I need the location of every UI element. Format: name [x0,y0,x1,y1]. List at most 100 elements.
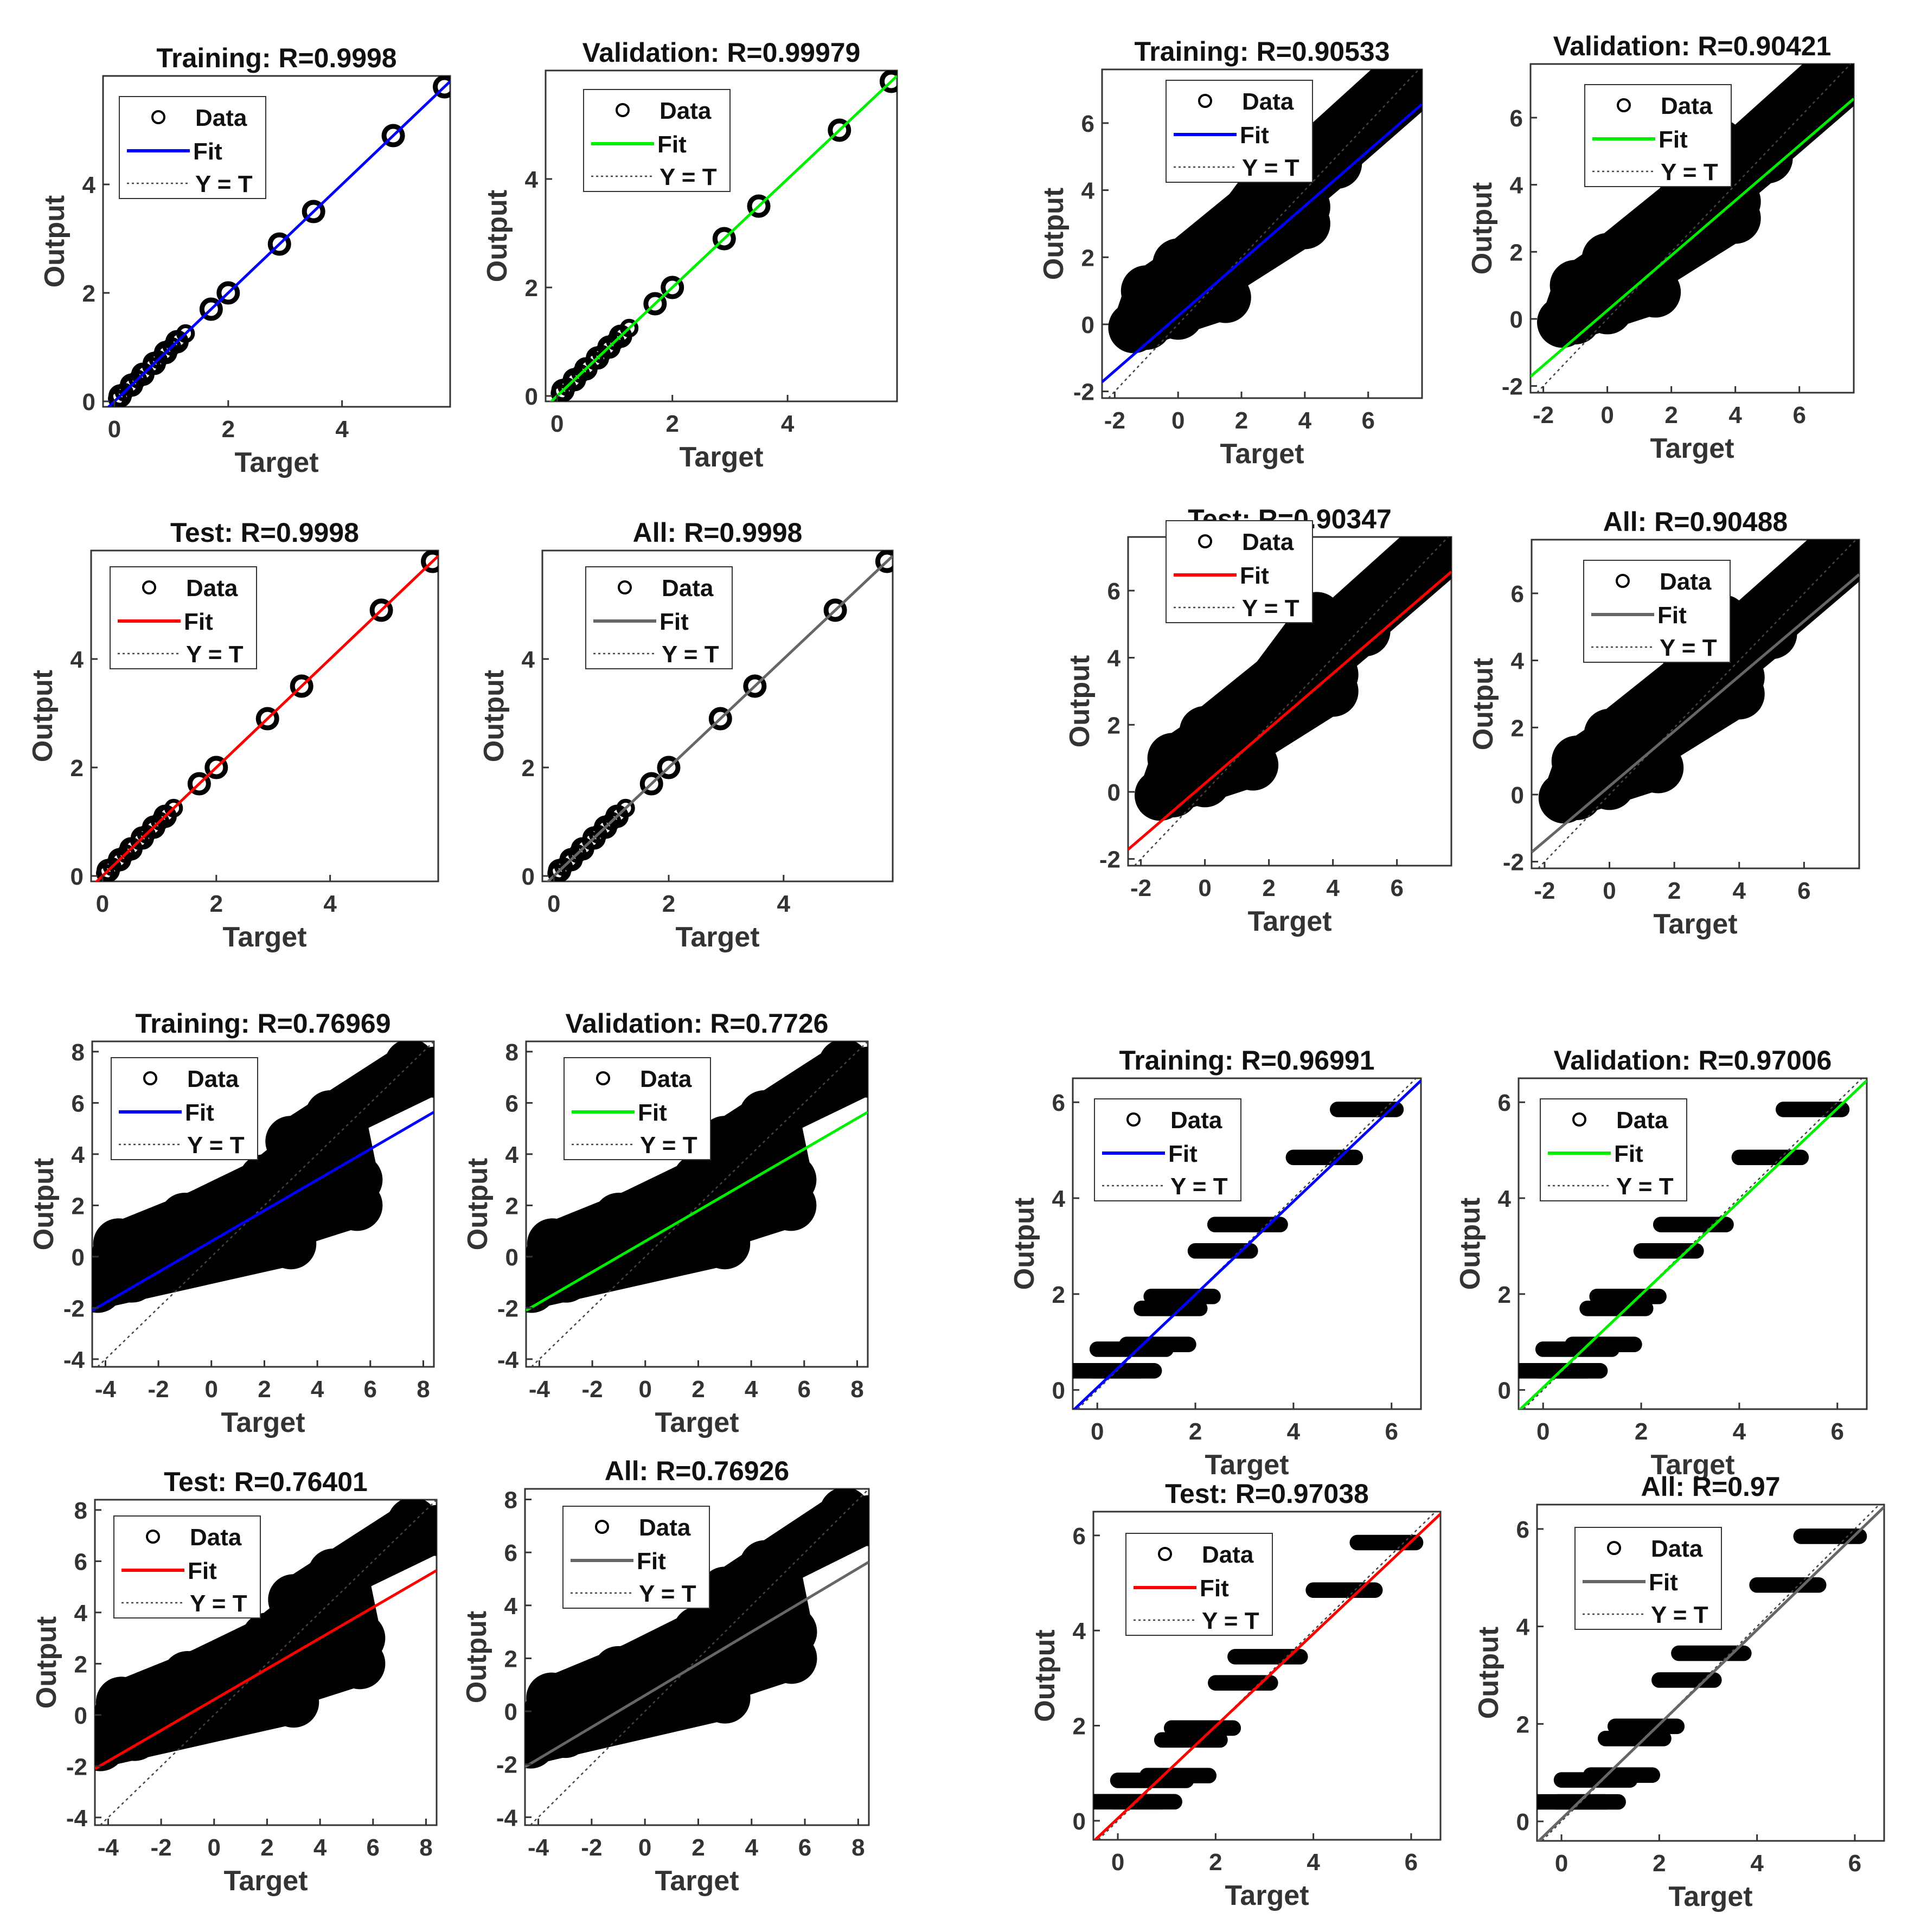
data-point [673,1606,724,1658]
legend-label-data: Data [1202,1541,1254,1568]
y-tick-label: 0 [522,863,535,890]
plot-contents [94,551,438,881]
y-tick-label: -2 [63,1295,85,1322]
y-tick-label: 2 [1073,1713,1086,1740]
regression-plot-g2-validation: -2 0 2 4 6 -2 0 2 4 6 Validation: R=0.90421 Target O… [1467,31,1855,464]
y-tick-label: 6 [72,1090,85,1117]
y-tick-label: 0 [525,383,538,410]
y-tick-label: 2 [1052,1282,1065,1308]
data-point [843,1495,869,1546]
legend-data-marker [595,1520,609,1534]
fit-line [1073,1079,1421,1409]
data-point [381,124,405,148]
y-tick-label: 4 [1107,645,1121,672]
identity-line [1134,537,1449,866]
data-point [162,1650,213,1702]
x-tick-label: 0 [547,891,560,917]
y-tick-label: 8 [505,1039,518,1066]
y-tick-label: 2 [1511,715,1524,741]
data-point [619,318,639,338]
plot-title: Test: R=0.9998 [170,517,359,548]
x-tick-label: 6 [364,1376,377,1403]
data-point [159,1192,210,1244]
y-tick-label: 0 [82,389,95,415]
regression-plot-g4-test: 0 2 4 6 0 2 4 6 Test: R=0.97038 Target Output Data F… [1029,1479,1442,1911]
legend-label-fit: Fit [188,1558,217,1584]
data-point [766,1606,817,1658]
fit-line [1531,98,1854,378]
legend-box [1125,1533,1273,1636]
legend-label-data: Data [186,575,238,602]
data-point [164,798,183,818]
x-tick-label: 4 [1733,1418,1746,1445]
identity-line [529,1489,869,1825]
x-tick-label: 6 [1792,402,1805,428]
plot-title: Validation: R=0.99979 [582,37,861,68]
data-point [643,292,667,316]
y-tick-label: 2 [525,275,538,302]
x-tick-label: 8 [851,1834,865,1861]
y-tick-label: -4 [497,1347,519,1373]
x-tick-label: 0 [550,411,564,437]
x-tick-label: 8 [417,1376,430,1403]
x-tick-label: -2 [151,1834,172,1861]
legend-box [1166,80,1313,183]
identity-line [99,1500,437,1825]
fit-line [95,1569,437,1770]
legend: Data Fit Y = T [1540,1098,1687,1201]
y-tick-label: 4 [71,647,84,673]
y-axis-label: Output [28,1158,60,1250]
x-tick-label: 0 [1091,1418,1104,1445]
x-tick-label: 6 [1385,1418,1398,1445]
x-tick-label: 2 [260,1834,273,1861]
y-tick-label: 4 [72,1142,85,1168]
data-point [712,227,736,251]
x-axis-label: Target [222,922,306,953]
data-point [747,194,771,218]
regression-plot-g2-training: -2 0 2 4 6 -2 0 2 4 6 Training: R=0.90533 Target Out… [1038,36,1423,470]
y-tick-label: 4 [505,1142,519,1168]
legend-label-fit: Fit [1200,1575,1229,1602]
legend-data-marker [1126,1112,1141,1127]
x-tick-label: 6 [1390,875,1403,901]
data-point [593,1192,644,1244]
fit-line [546,555,893,881]
y-tick-label: 6 [505,1090,518,1117]
data-point [239,1154,290,1206]
y-tick-label: -2 [1073,379,1094,406]
legend-label-fit: Fit [660,609,689,635]
x-tick-label: -4 [528,1834,549,1861]
fit-line [1537,1506,1884,1841]
x-tick-label: 0 [1603,878,1616,904]
x-tick-label: 4 [1326,875,1340,901]
y-tick-label: 0 [1516,1809,1529,1835]
y-tick-label: -2 [1502,374,1523,400]
data-point [1582,283,1633,335]
plot-contents [1073,1078,1421,1409]
legend-label-identity: Y = T [1661,159,1718,185]
data-point [639,772,663,796]
x-tick-label: 2 [1635,1418,1648,1445]
regression-plot-g1-validation: 0 2 4 0 2 4 Validation: R=0.99979 Target Output D… [482,37,898,473]
legend-box [583,89,731,192]
data-point [818,1041,868,1090]
legend-label-data: Data [1242,88,1294,115]
y-axis-label: Output [1009,1198,1040,1290]
x-axis-label: Target [1247,906,1331,937]
y-tick-label: -2 [1099,847,1121,873]
x-tick-label: -4 [529,1376,550,1403]
identity-line [1536,64,1852,393]
data-point [185,1231,237,1282]
data-point [204,756,228,779]
y-tick-label: 0 [1107,779,1121,806]
y-tick-label: 8 [504,1487,517,1514]
x-tick-label: 4 [335,416,349,443]
x-tick-label: 4 [777,891,791,917]
y-tick-label: 6 [1107,578,1121,605]
y-tick-label: 0 [1498,1378,1511,1404]
legend-label-data: Data [640,1066,692,1092]
y-axis-label: Output [31,1616,62,1709]
x-axis-label: Target [1653,909,1737,940]
x-tick-label: 2 [1235,407,1248,434]
